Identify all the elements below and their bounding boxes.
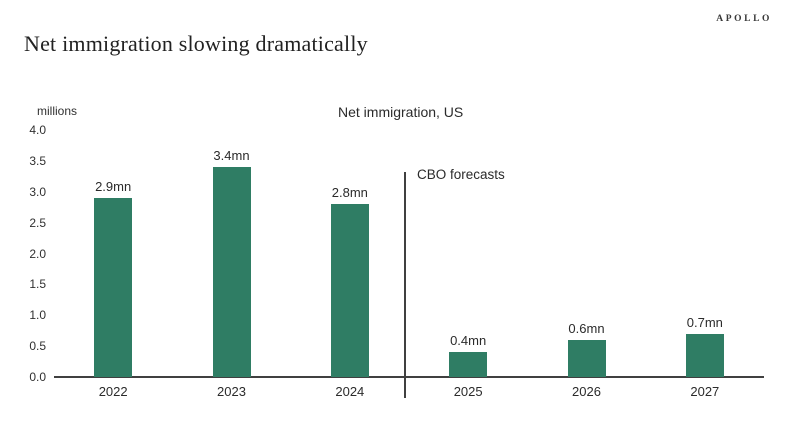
cbo-forecasts-label: CBO forecasts bbox=[417, 167, 505, 182]
y-tick-label: 2.0 bbox=[29, 246, 46, 261]
chart-title: Net immigration, US bbox=[338, 104, 464, 120]
bar-value-label: 0.7mn bbox=[686, 314, 723, 330]
bar-value-label: 2.8mn bbox=[331, 185, 368, 201]
x-tick-label: 2025 bbox=[453, 384, 483, 399]
bar-2022 bbox=[94, 197, 133, 377]
x-tick-label: 2022 bbox=[98, 384, 128, 399]
bar-value-label: 0.4mn bbox=[450, 333, 487, 349]
apollo-logo: APOLLO bbox=[716, 14, 772, 24]
y-axis-units-label: millions bbox=[37, 104, 78, 118]
y-tick-label: 4.0 bbox=[29, 123, 46, 137]
y-tick-label: 0.0 bbox=[29, 370, 46, 384]
bar-2026 bbox=[567, 339, 606, 377]
y-tick-label: 3.5 bbox=[29, 153, 46, 168]
bar-value-label: 3.4mn bbox=[213, 148, 250, 164]
bar-2025 bbox=[449, 352, 488, 377]
x-tick-label: 2027 bbox=[690, 384, 720, 399]
x-tick-label: 2023 bbox=[217, 384, 246, 399]
x-tick-label: 2024 bbox=[335, 384, 365, 399]
x-tick-label: 2026 bbox=[572, 384, 601, 399]
bar-value-label: 2.9mn bbox=[95, 178, 132, 194]
bar-2023 bbox=[212, 167, 251, 377]
x-axis-line bbox=[54, 376, 764, 378]
forecast-divider-line bbox=[404, 172, 406, 398]
y-tick-label: 0.5 bbox=[29, 339, 46, 354]
y-tick-label: 2.5 bbox=[29, 215, 46, 230]
y-tick-label: 1.5 bbox=[29, 277, 46, 292]
y-tick-label: 1.0 bbox=[29, 308, 46, 323]
page-title: Net immigration slowing dramatically bbox=[24, 31, 368, 56]
bar-value-label: 0.6mn bbox=[568, 320, 605, 336]
bar-2024 bbox=[330, 204, 369, 377]
bar-2027 bbox=[685, 333, 724, 377]
y-tick-label: 3.0 bbox=[29, 184, 46, 199]
